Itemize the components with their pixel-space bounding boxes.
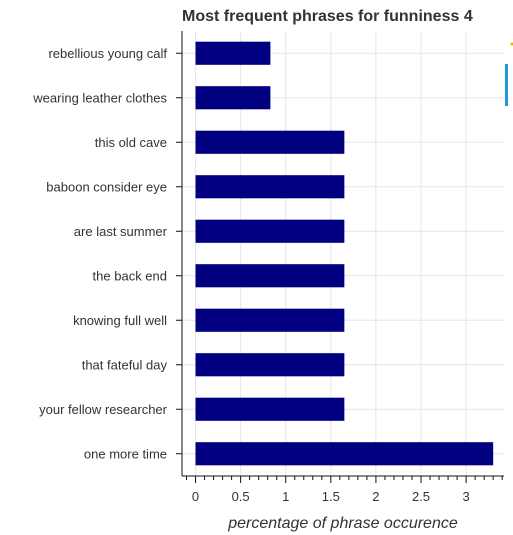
bar[interactable] — [195, 264, 345, 288]
bars — [195, 41, 494, 466]
bar[interactable] — [195, 175, 345, 199]
y-tick-label: wearing leather clothes — [32, 90, 167, 105]
chart-title: Most frequent phrases for funniness 4 — [182, 8, 473, 25]
x-ticks: 0 0.5 1 1.5 2 2.5 3 — [186, 476, 503, 504]
x-tick-label: 0 — [192, 489, 199, 504]
bar[interactable] — [195, 219, 345, 243]
y-tick-label: rebellious young calf — [48, 46, 167, 61]
y-tick-label: one more time — [84, 446, 167, 461]
y-ticks: rebellious young calf wearing leather clo… — [32, 46, 182, 461]
toolbar-active-tool-icon[interactable] — [505, 64, 508, 106]
y-tick-label: that fateful day — [82, 357, 168, 372]
y-tick-label: knowing full well — [73, 313, 167, 328]
bar[interactable] — [195, 86, 271, 110]
x-axis-title: percentage of phrase occurence — [227, 515, 458, 532]
toolbar — [505, 42, 513, 106]
bar[interactable] — [195, 41, 271, 65]
y-tick-label: this old cave — [95, 135, 167, 150]
x-tick-label: 2.5 — [412, 489, 430, 504]
y-tick-label: are last summer — [74, 224, 168, 239]
bar[interactable] — [195, 442, 494, 466]
bar[interactable] — [195, 353, 345, 377]
y-tick-label: the back end — [93, 268, 167, 283]
bar[interactable] — [195, 130, 345, 154]
toolbar-dot-icon — [510, 42, 513, 46]
x-tick-label: 0.5 — [232, 489, 250, 504]
y-tick-label: your fellow researcher — [39, 402, 168, 417]
bar[interactable] — [195, 397, 345, 421]
x-tick-label: 3 — [463, 489, 470, 504]
y-tick-label: baboon consider eye — [46, 179, 167, 194]
axes — [181, 31, 504, 477]
bar[interactable] — [195, 308, 345, 332]
x-tick-label: 1.5 — [322, 489, 340, 504]
x-tick-label: 1 — [282, 489, 289, 504]
x-tick-label: 2 — [372, 489, 379, 504]
